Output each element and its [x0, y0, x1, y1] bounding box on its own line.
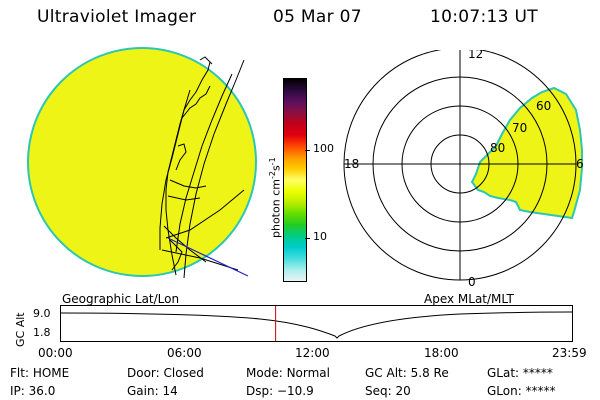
status-glat: GLat: *****: [487, 366, 553, 380]
colorbar-tick-100: [305, 150, 310, 151]
colorbar-tick-10: [305, 238, 310, 239]
coastline-grid: [159, 56, 245, 279]
time-tick-1800: 18:00: [424, 346, 459, 360]
mlt-18-label: 18: [344, 157, 359, 171]
colorbar: [283, 78, 307, 282]
instrument-title: Ultraviolet Imager: [37, 7, 197, 27]
altitude-curve: [60, 311, 573, 339]
time-label: 10:07:13 UT: [430, 7, 538, 27]
date-label: 05 Mar 07: [273, 7, 362, 27]
geographic-label: Geographic Lat/Lon: [62, 292, 180, 306]
status-gc-alt: GC Alt: 5.8 Re: [365, 366, 449, 380]
altitude-plot: [60, 305, 573, 342]
apex-polar-plot: 12 0 18 6 60 70 80: [343, 50, 584, 289]
colorbar-tick-label-low: 10: [313, 230, 327, 243]
mlt-12-label: 12: [468, 50, 483, 61]
colorbar-tick-label-high: 100: [313, 142, 334, 155]
mlat-60-label: 60: [536, 99, 551, 113]
apex-label: Apex MLat/MLT: [424, 292, 514, 306]
mlat-70-label: 70: [512, 121, 527, 135]
status-seq: Seq: 20: [365, 384, 411, 398]
geographic-globe: [27, 47, 257, 279]
aurora-emission-region: [470, 86, 583, 220]
alt-axis-label: GC Alt: [14, 312, 27, 347]
alt-tick-low: 1.8: [33, 326, 51, 339]
time-tick-0000: 00:00: [38, 346, 73, 360]
status-ip: IP: 36.0: [10, 384, 56, 398]
status-door: Door: Closed: [127, 366, 204, 380]
altitude-plot-frame: [60, 305, 573, 342]
polar-grid: [343, 50, 577, 281]
time-tick-0600: 06:00: [167, 346, 202, 360]
status-flight: Flt: HOME: [10, 366, 70, 380]
time-tick-1200: 12:00: [295, 346, 330, 360]
status-gain: Gain: 14: [127, 384, 178, 398]
colorbar-unit-label: photon cm-2s-1: [268, 157, 283, 238]
status-dsp: Dsp: −10.9: [246, 384, 314, 398]
mlat-80-label: 80: [490, 141, 505, 155]
status-glon: GLon: *****: [487, 384, 556, 398]
globe-disc: [27, 47, 257, 277]
alt-tick-high: 9.0: [33, 307, 51, 320]
status-mode: Mode: Normal: [246, 366, 330, 380]
satellite-track-line: [167, 237, 249, 277]
time-tick-2359: 23:59: [552, 346, 587, 360]
mlt-0-label: 0: [468, 275, 476, 289]
mlt-6-label: 6: [576, 157, 584, 171]
